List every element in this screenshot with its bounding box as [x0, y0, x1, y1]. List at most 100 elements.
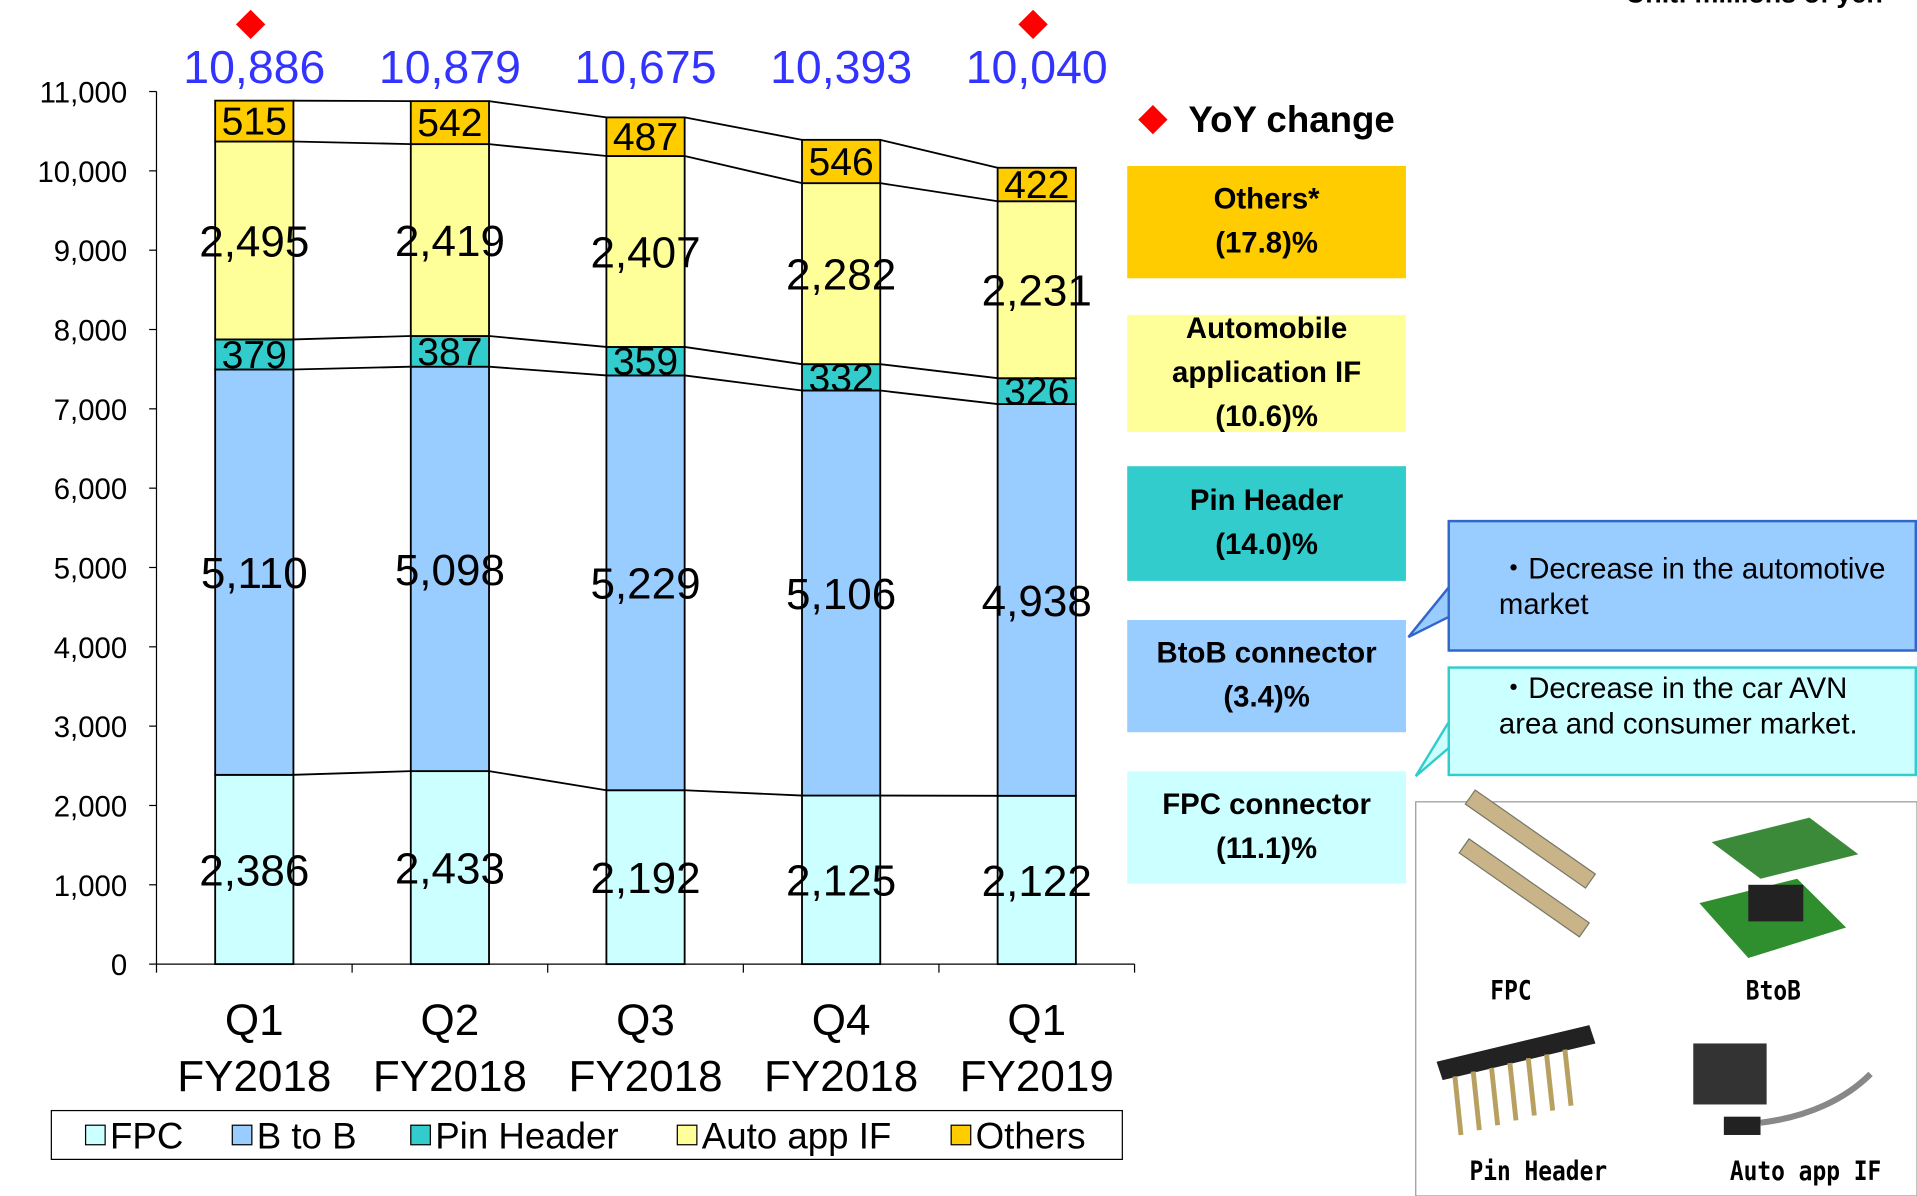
y-tick-label: 0 [111, 949, 127, 982]
callout-btob: ・Decrease in the automotive market [1447, 519, 1917, 652]
segment-change-box: Others* (17.8)% [1127, 165, 1406, 279]
bar-segment [605, 789, 686, 966]
segment-change: (14.0)% [1215, 528, 1318, 562]
x-tick-label: Q3 FY2018 [568, 996, 722, 1101]
segment-label: 2,386 [199, 846, 309, 895]
unit-label: Unit: millions of yen [1626, 0, 1883, 8]
legend-label: Auto app IF [702, 1115, 892, 1156]
y-tick-label: 4,000 [54, 632, 127, 665]
bar-segment [801, 138, 882, 185]
x-tick-label: Q4 FY2018 [764, 996, 918, 1101]
segment-label: 2,419 [395, 217, 505, 266]
legend-label: B to B [257, 1115, 357, 1156]
segment-label: 2,125 [786, 857, 896, 906]
bar-segment [996, 166, 1077, 203]
series-connector [293, 335, 411, 341]
segment-label: 2,495 [199, 217, 309, 266]
x-tick-label: Q1 FY2018 [177, 996, 331, 1101]
segment-label: 5,098 [395, 546, 505, 595]
legend-swatch [676, 1124, 698, 1146]
bar-segment [409, 143, 490, 337]
segment-label: 515 [222, 101, 287, 144]
y-tick-label: 5,000 [54, 552, 127, 585]
legend-label: Pin Header [435, 1115, 618, 1156]
product-fpc-image [1458, 789, 1597, 938]
segment-change: (11.1)% [1216, 832, 1318, 866]
segment-change: (10.6)% [1215, 400, 1318, 434]
x-tick-label: Q2 FY2018 [373, 996, 527, 1101]
bar-segment [214, 99, 295, 143]
series-connector [880, 182, 998, 203]
segment-change: (17.8)% [1215, 226, 1318, 260]
y-tick-label: 10,000 [37, 156, 127, 189]
product-pinheader-image [1436, 1025, 1596, 1136]
bar-segment [801, 794, 882, 966]
bar-segment [801, 389, 882, 797]
bar-segment [605, 116, 686, 157]
segment-label: 326 [1004, 371, 1069, 414]
series-connector [684, 116, 803, 141]
total-label: 10,886 [183, 41, 325, 93]
segment-label: 5,106 [786, 570, 896, 619]
total-label: 10,675 [574, 41, 716, 93]
series-connector [293, 365, 411, 371]
product-label: BtoB [1745, 976, 1801, 1007]
legend-swatch [231, 1124, 253, 1146]
callout-fpc: ・Decrease in the car AVN area and consum… [1447, 666, 1917, 777]
x-tick-label: Q1 FY2019 [960, 996, 1114, 1101]
segment-label: FPC connector [1162, 788, 1371, 822]
segment-change-box: BtoB connector (3.4)% [1127, 619, 1406, 733]
callout-pointer [1407, 582, 1452, 639]
series-connector [488, 335, 607, 348]
segment-label: 2,433 [395, 845, 505, 894]
bar-segment [409, 365, 490, 773]
series-connector [488, 770, 607, 792]
bar-segment [996, 377, 1077, 405]
segment-label: 5,110 [201, 549, 308, 598]
series-connector [684, 155, 803, 185]
product-label: Pin Header [1469, 1156, 1608, 1188]
bar-segment [605, 346, 686, 377]
callout-pointer [1414, 715, 1452, 778]
segment-change-box: Automobile application IF (10.6)% [1127, 312, 1406, 433]
segment-label: Others* [1213, 183, 1320, 217]
segment-label: 5,229 [590, 560, 700, 609]
series-connector [488, 143, 607, 157]
series-connector [488, 365, 607, 377]
segment-label: 332 [809, 357, 874, 400]
segment-change: (3.4)% [1223, 680, 1310, 714]
series-connector [684, 789, 803, 797]
segment-label: Automobile application IF [1172, 312, 1362, 390]
series-connector [488, 100, 607, 119]
segment-label: 387 [417, 331, 482, 374]
yoy-legend-marker [1138, 104, 1168, 135]
total-label: 10,040 [966, 41, 1108, 93]
yoy-legend-label: YoY change [1188, 99, 1394, 140]
segment-label: 542 [417, 102, 482, 145]
series-connector [880, 363, 998, 380]
series-connector [684, 346, 803, 366]
bar-segment [409, 770, 490, 966]
product-label: Auto app IF [1729, 1156, 1882, 1188]
legend-swatch [950, 1124, 972, 1146]
segment-label: 2,282 [786, 251, 896, 300]
product-label: FPC [1490, 976, 1532, 1007]
segment-label: 487 [613, 116, 678, 159]
y-tick-label: 9,000 [54, 235, 127, 268]
legend-label: FPC [110, 1115, 183, 1156]
bar-segment [214, 140, 295, 341]
y-tick-label: 8,000 [54, 315, 127, 348]
product-autoapp-image [1693, 1043, 1873, 1135]
total-label: 10,879 [379, 41, 521, 93]
legend-label: Others [976, 1115, 1086, 1156]
segment-label: 2,122 [982, 857, 1092, 906]
legend-swatch [410, 1124, 431, 1146]
series-connector [293, 140, 411, 146]
legend-swatch [84, 1124, 106, 1146]
segment-label: 2,231 [982, 267, 1092, 316]
bar-segment [605, 155, 686, 348]
segment-change-box: Pin Header (14.0)% [1127, 466, 1406, 581]
segment-label: 546 [809, 141, 874, 184]
segment-label: Pin Header [1189, 484, 1344, 518]
